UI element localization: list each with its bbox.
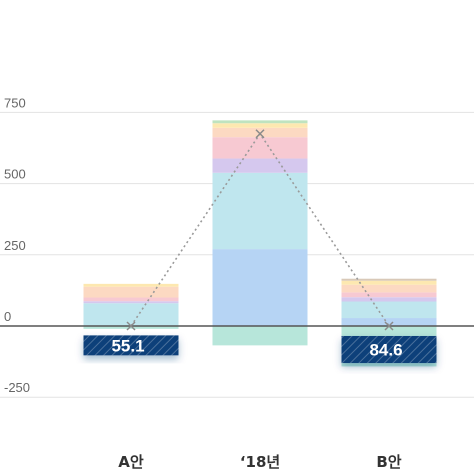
bar-segment xyxy=(83,301,179,304)
bar-segment xyxy=(341,318,437,326)
bar-segment xyxy=(341,292,437,298)
y-tick-label: 250 xyxy=(4,238,26,253)
bar-segment xyxy=(341,278,437,281)
bar-segment xyxy=(83,297,179,302)
bar-segment xyxy=(341,284,437,293)
bar-segment xyxy=(83,303,179,326)
bar-segment xyxy=(212,137,308,159)
bar-negative-segment xyxy=(212,326,308,346)
bar-segment xyxy=(83,286,179,298)
trend-point-marker xyxy=(255,129,265,139)
value-badge: 55.1 xyxy=(83,335,179,355)
category-label-layer: A안 ‘18년 B안 xyxy=(118,453,402,471)
x-category-label: ‘18년 xyxy=(240,453,280,471)
trend-point-marker xyxy=(126,321,136,331)
badge-layer: 55.1 84.6 xyxy=(83,335,437,364)
y-tick-label: 0 xyxy=(4,309,11,324)
y-tick-label: -250 xyxy=(4,380,30,395)
trend-point-marker xyxy=(384,321,394,331)
bars-layer xyxy=(83,120,437,367)
badge-value-label: 84.6 xyxy=(369,340,402,359)
bar-segment xyxy=(212,158,308,173)
bar-segment xyxy=(212,249,308,326)
bar-segment xyxy=(341,301,437,319)
value-badge: 84.6 xyxy=(341,335,437,364)
trend-line-layer xyxy=(126,129,394,331)
x-category-label: A안 xyxy=(118,453,144,471)
bar-segment xyxy=(212,120,308,124)
bar-segment xyxy=(212,172,308,250)
bar-segment xyxy=(212,123,308,128)
x-category-label: B안 xyxy=(376,453,401,471)
y-tick-label: 500 xyxy=(4,167,26,182)
bar-segment xyxy=(341,280,437,285)
bar-negative-segment xyxy=(83,326,179,329)
bar-segment xyxy=(341,297,437,302)
badge-value-label: 55.1 xyxy=(111,336,144,355)
y-tick-label: 750 xyxy=(4,95,26,110)
bar-segment xyxy=(83,283,179,287)
